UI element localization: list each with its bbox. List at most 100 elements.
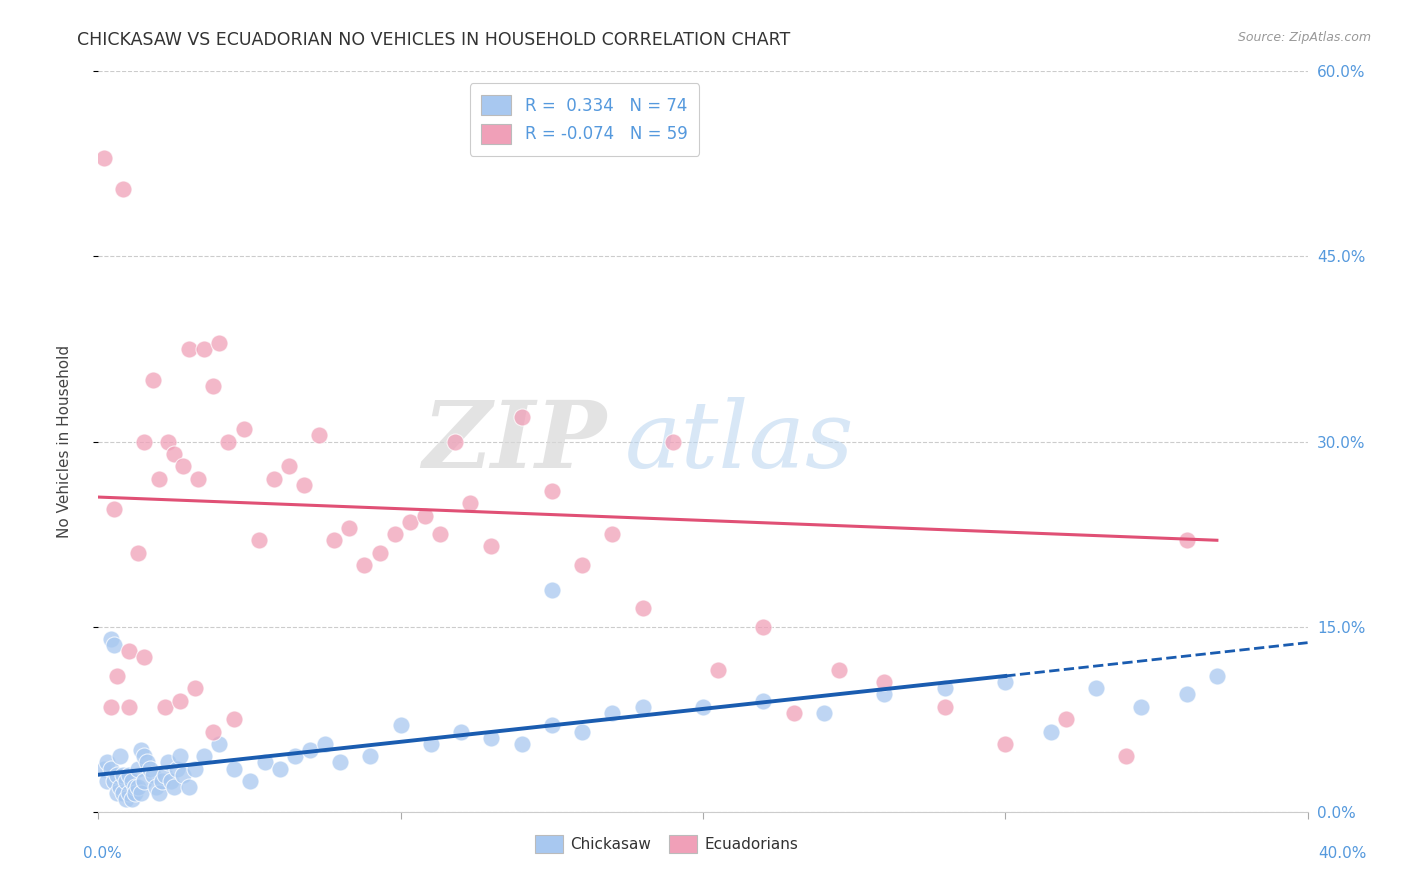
Point (481, 731, 503, 745)
Point (217, 434, 239, 449)
Point (103, 502, 125, 516)
Point (269, 762, 291, 776)
Point (994, 737, 1017, 751)
Point (93, 762, 115, 776)
Point (1085, 681, 1108, 696)
Point (873, 688, 896, 702)
Point (169, 749, 191, 764)
Point (156, 756, 179, 770)
Point (1130, 699, 1153, 714)
Point (1054, 712, 1077, 726)
Point (169, 694, 191, 708)
Point (323, 533, 346, 548)
Point (132, 773, 155, 788)
Point (602, 527, 624, 541)
Point (111, 181, 134, 195)
Point (631, 601, 654, 615)
Point (148, 471, 170, 485)
Point (103, 773, 125, 788)
Point (208, 737, 231, 751)
Point (308, 428, 330, 442)
Point (163, 447, 186, 461)
Text: CHICKASAW VS ECUADORIAN NO VEHICLES IN HOUSEHOLD CORRELATION CHART: CHICKASAW VS ECUADORIAN NO VEHICLES IN H… (77, 31, 790, 49)
Point (481, 540, 503, 554)
Point (540, 582, 562, 597)
Text: atlas: atlas (624, 397, 853, 486)
Point (783, 706, 806, 720)
Point (135, 756, 157, 770)
Point (353, 558, 375, 572)
Point (631, 699, 654, 714)
Point (1039, 724, 1062, 739)
Point (118, 767, 141, 781)
Point (368, 545, 391, 560)
Point (145, 780, 167, 794)
Point (156, 434, 179, 449)
Point (150, 773, 173, 788)
Point (429, 527, 451, 541)
Point (160, 773, 183, 788)
Point (263, 471, 285, 485)
Point (661, 434, 683, 449)
Point (813, 706, 835, 720)
Text: ZIP: ZIP (422, 397, 606, 486)
Point (163, 780, 186, 794)
Text: 0.0%: 0.0% (83, 847, 122, 861)
Point (208, 335, 231, 350)
Point (389, 718, 412, 732)
Point (337, 521, 360, 535)
Point (172, 767, 194, 781)
Point (153, 699, 176, 714)
Point (127, 762, 149, 776)
Point (100, 762, 122, 776)
Point (111, 786, 134, 800)
Point (96, 756, 118, 770)
Point (172, 459, 194, 474)
Point (752, 619, 775, 633)
Point (284, 749, 307, 764)
Point (299, 743, 322, 757)
Point (93, 151, 115, 165)
Point (179, 780, 201, 794)
Point (103, 638, 125, 652)
Point (129, 743, 152, 757)
Point (873, 675, 896, 690)
Point (1175, 533, 1198, 548)
Point (314, 737, 336, 751)
Point (105, 786, 128, 800)
Point (139, 762, 162, 776)
Point (132, 749, 155, 764)
Point (118, 644, 141, 658)
Point (187, 471, 209, 485)
Point (934, 681, 956, 696)
Point (114, 792, 136, 806)
Point (224, 712, 246, 726)
Point (224, 762, 246, 776)
Point (253, 756, 276, 770)
Point (100, 632, 122, 646)
Point (202, 379, 225, 393)
Point (142, 373, 165, 387)
Point (193, 749, 215, 764)
Point (124, 780, 146, 794)
Point (127, 545, 149, 560)
Point (292, 477, 315, 491)
Point (540, 483, 562, 498)
Point (118, 786, 141, 800)
Point (398, 515, 420, 529)
Point (458, 496, 481, 510)
Point (114, 773, 136, 788)
Point (444, 434, 467, 449)
Point (360, 749, 382, 764)
Point (100, 699, 122, 714)
Point (994, 675, 1017, 690)
Point (232, 422, 254, 436)
Point (420, 737, 443, 751)
Point (105, 669, 128, 683)
Point (121, 773, 143, 788)
Point (118, 699, 141, 714)
Point (510, 737, 533, 751)
Point (108, 749, 131, 764)
Point (129, 786, 152, 800)
Point (1115, 749, 1137, 764)
